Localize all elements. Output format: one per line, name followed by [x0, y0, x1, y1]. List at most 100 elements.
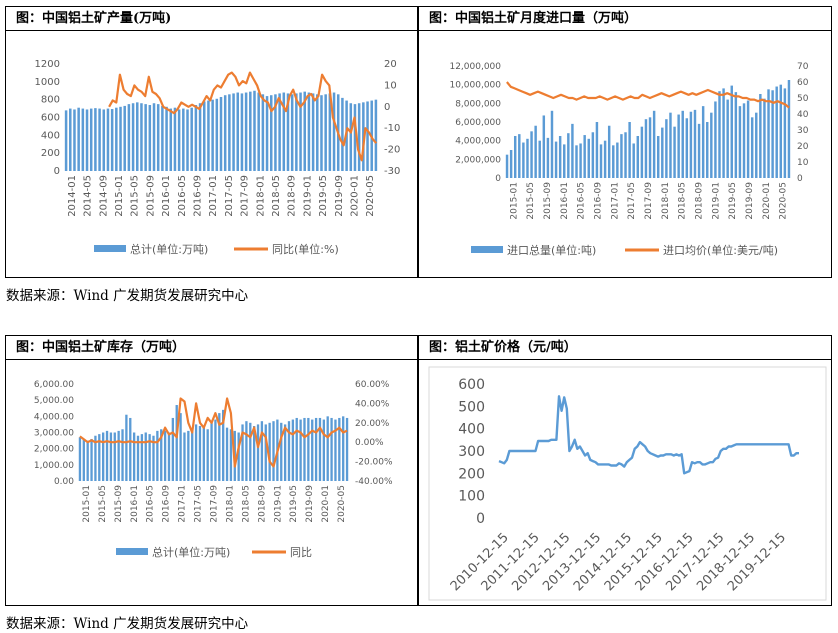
bar — [299, 92, 302, 171]
bar — [583, 135, 586, 178]
bar — [219, 96, 223, 171]
bar — [571, 123, 574, 178]
bar — [81, 108, 85, 171]
bar — [287, 421, 291, 481]
bar — [636, 136, 640, 178]
y-tick-label: 200 — [458, 466, 485, 482]
bar — [628, 122, 631, 178]
y-right-tick-label: 20.00% — [355, 419, 390, 429]
x-tick-label: 2016-05 — [577, 182, 587, 220]
x-tick-label: 2019-01 — [302, 175, 313, 217]
x-tick-label: 2017-01 — [610, 182, 620, 220]
y-left-tick-label: 2,000,000 — [455, 155, 501, 165]
x-tick-label: 2014-09 — [98, 175, 109, 217]
bar — [332, 92, 336, 171]
bar — [612, 145, 615, 178]
x-tick-label: 2019-01 — [273, 485, 283, 523]
x-tick-label: 2015-09 — [145, 175, 156, 217]
bar — [316, 94, 319, 171]
bar — [225, 427, 229, 481]
y-tick-label: 0 — [476, 511, 485, 527]
bar — [330, 417, 333, 481]
series-line — [506, 81, 790, 109]
bar — [640, 126, 644, 178]
price-panel: 图：铝土矿价格（元/吨） 0 100 200 300 400 500 600 2010-12-… — [418, 335, 832, 606]
x-tick-label: 2018-05 — [678, 182, 688, 220]
bar — [677, 114, 680, 178]
bar — [303, 91, 306, 171]
bar — [129, 417, 132, 481]
y-tick-label: 600 — [458, 377, 485, 393]
x-tick-label: 2019-09 — [745, 182, 755, 220]
bar — [366, 101, 369, 171]
y-left-tick-label: 800 — [41, 95, 60, 106]
bar — [734, 92, 738, 178]
bar — [291, 419, 295, 481]
bar — [98, 108, 101, 171]
bar — [357, 103, 361, 171]
x-tick-label: 2020-05 — [365, 175, 376, 217]
bar — [661, 127, 664, 178]
bar — [771, 90, 774, 178]
source-note-bottom: 数据来源：Wind 广发期货发展研究中心 — [6, 616, 249, 632]
bar — [173, 107, 177, 171]
bar — [286, 93, 290, 171]
bar — [290, 94, 294, 171]
import-panel: 图：中国铝土矿月度进口量（万吨） 0 2,000,000 4,000,000 6,00… — [418, 6, 832, 278]
bar — [706, 122, 709, 178]
x-tick-label: 2017-05 — [194, 485, 204, 523]
bar — [148, 434, 151, 481]
bar — [311, 419, 314, 481]
bar — [77, 107, 80, 171]
x-tick-label: 2016-09 — [192, 175, 203, 217]
x-tick-label: 2018-09 — [257, 485, 267, 523]
bar — [755, 112, 758, 178]
bar — [349, 103, 353, 171]
bar — [256, 424, 260, 481]
bar — [759, 94, 762, 178]
bar — [787, 80, 791, 178]
bar — [109, 432, 113, 481]
y-right-tick-label: 40.00% — [355, 399, 390, 409]
bar — [191, 429, 194, 481]
bar — [268, 422, 271, 481]
y-right-tick-label: 60.00% — [355, 380, 390, 390]
bar — [307, 417, 310, 481]
bar — [198, 103, 202, 171]
bar — [94, 435, 97, 481]
bar — [190, 107, 193, 171]
y-right-tick-label: -20 — [384, 145, 400, 156]
bar — [669, 112, 672, 178]
y-right-tick-label: 20 — [797, 142, 809, 152]
legend-bar-label: 进口总量(单位:吨) — [507, 243, 596, 257]
bar — [257, 92, 260, 171]
bar — [90, 438, 93, 481]
bar — [620, 134, 623, 178]
legend-bar-swatch — [471, 246, 503, 253]
bar — [763, 98, 766, 178]
x-tick-label: 2014-01 — [67, 175, 78, 217]
bar — [730, 85, 733, 178]
bar — [644, 119, 648, 178]
bar — [550, 110, 554, 178]
y-right-tick-label: 20 — [384, 59, 397, 70]
bar — [648, 117, 652, 178]
bar — [131, 103, 135, 171]
bar — [673, 126, 676, 178]
price-chart: 01002003004005006002010-12-152011-12-152… — [428, 366, 827, 601]
bar — [750, 117, 754, 178]
legend-bar-swatch — [94, 245, 126, 252]
bar — [167, 432, 171, 481]
bar — [252, 426, 256, 481]
legend-bar-label: 总计(单位:万吨) — [130, 242, 208, 256]
bar — [624, 132, 627, 178]
x-tick-label: 2020-01 — [762, 182, 772, 220]
bar — [693, 109, 697, 178]
bar — [299, 419, 302, 481]
bar — [567, 133, 570, 178]
bar — [125, 414, 128, 481]
y-left-tick-label: 0.00 — [54, 477, 74, 487]
bar — [253, 90, 256, 171]
bar — [280, 422, 283, 481]
bar — [587, 138, 590, 178]
